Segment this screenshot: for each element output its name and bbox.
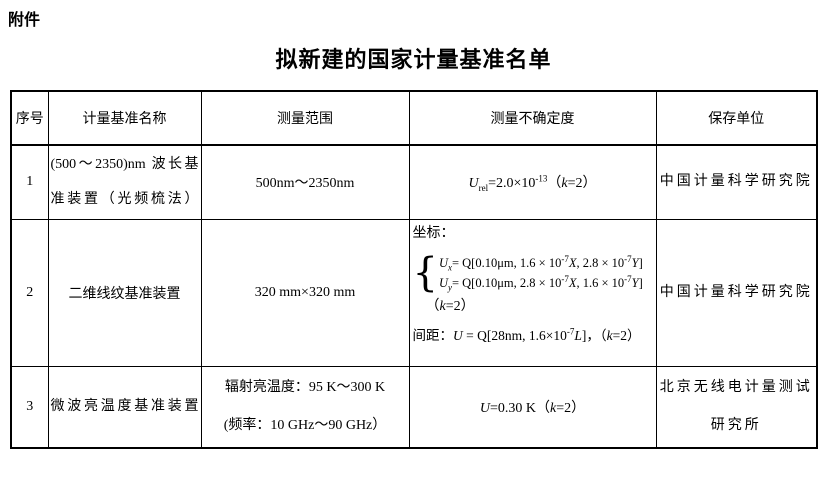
row-3-custodian-line-2: 研究所 <box>710 417 762 433</box>
row-3-range-frequency: (频率：10 GHz～90 GHz） <box>223 417 387 433</box>
equation-stack: Ux= Q[0.10μm, 1.6 × 10-7X, 2.8 × 10-7Y] … <box>439 253 643 293</box>
standards-table: 序号 计量基准名称 测量范围 测量不确定度 保存单位 1 (500～2350)n… <box>10 90 818 449</box>
header-custodian-unit: 保存单位 <box>655 90 818 146</box>
row-2-measurement-range: 320 mm×320 mm <box>200 218 410 367</box>
row-3-standard-name: 微波亮温度基准装置 <box>47 365 202 449</box>
header-row: 序号 计量基准名称 测量范围 测量不确定度 保存单位 <box>10 90 818 146</box>
row-1-measurement-range: 500nm～2350nm <box>200 144 410 220</box>
row-2-measurement-uncertainty: 坐标： { Ux= Q[0.10μm, 1.6 × 10-7X, 2.8 × 1… <box>408 218 657 367</box>
row-3-range-temperature: 辐射亮温度：95 K～300 K <box>224 379 386 395</box>
left-brace: { <box>412 249 438 296</box>
table-row-1: 1 (500～2350)nm 波长基准装置（光频梳法） 500nm～2350nm… <box>10 144 818 220</box>
equation-uy: Uy= Q[0.10μm, 2.8 × 10-7X, 1.6 × 10-7Y] <box>438 273 643 292</box>
header-serial-number: 序号 <box>10 90 49 146</box>
header-measurement-uncertainty: 测量不确定度 <box>408 90 657 146</box>
row-1-custodian-text: 中国计量科学研究院 <box>659 174 813 190</box>
equation-ux: Ux= Q[0.10μm, 1.6 × 10-7X, 2.8 × 10-7Y] <box>438 253 643 272</box>
table-row-2: 2 二维线纹基准装置 320 mm×320 mm 坐标： { Ux= Q[0.1… <box>10 218 818 367</box>
row-1-custodian-unit: 中国计量科学研究院 <box>655 144 818 220</box>
row-1-standard-name: (500～2350)nm 波长基准装置（光频梳法） <box>47 144 202 220</box>
attachment-label: 附件 <box>8 12 41 29</box>
row-2-serial-number: 2 <box>10 218 49 367</box>
row-1-serial-number: 1 <box>10 144 49 220</box>
table-row-3: 3 微波亮温度基准装置 辐射亮温度：95 K～300 K (频率：10 GHz～… <box>10 365 818 449</box>
row-2-custodian-text: 中国计量科学研究院 <box>659 284 813 300</box>
row-3-uncertainty-formula: U=0.30 K（k=2） <box>479 400 586 416</box>
row-2-custodian-unit: 中国计量科学研究院 <box>655 218 818 367</box>
row-1-measurement-uncertainty: Urel=2.0×10-13（k=2） <box>408 144 657 220</box>
row-3-custodian-line-1: 北京无线电计量测试 <box>659 379 813 395</box>
header-measurement-range: 测量范围 <box>200 90 410 146</box>
row-3-measurement-range: 辐射亮温度：95 K～300 K (频率：10 GHz～90 GHz） <box>200 365 410 449</box>
row-3-custodian-unit: 北京无线电计量测试 研究所 <box>655 365 818 449</box>
page-title: 拟新建的国家计量基准名单 <box>275 47 552 72</box>
row-2-standard-name: 二维线纹基准装置 <box>47 218 202 367</box>
coordinate-label: 坐标： <box>412 225 455 241</box>
row-3-serial-number: 3 <box>10 365 49 449</box>
spacing-uncertainty-formula: 间距：U = Q[28nm, 1.6×10-7L]，（k=2） <box>412 326 641 343</box>
row-1-uncertainty-formula: Urel=2.0×10-13（k=2） <box>468 173 597 194</box>
coverage-factor: （k=2） <box>425 298 475 314</box>
row-3-measurement-uncertainty: U=0.30 K（k=2） <box>408 365 657 449</box>
equation-system: { Ux= Q[0.10μm, 1.6 × 10-7X, 2.8 × 10-7Y… <box>413 252 654 294</box>
header-standard-name: 计量基准名称 <box>47 90 202 146</box>
